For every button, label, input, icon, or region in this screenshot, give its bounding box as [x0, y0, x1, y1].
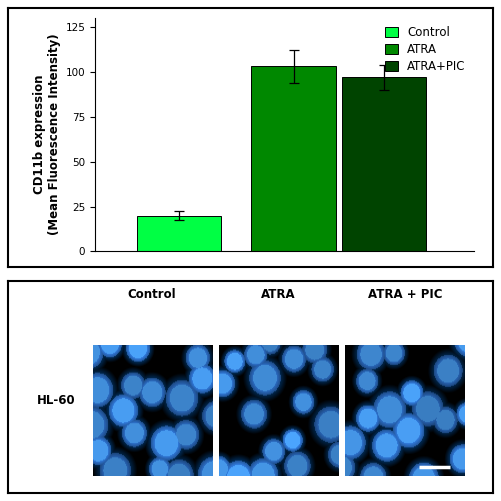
Text: Control: Control	[128, 288, 176, 301]
Text: ATRA + PIC: ATRA + PIC	[368, 288, 442, 301]
Text: ATRA: ATRA	[261, 288, 296, 301]
Text: HL-60: HL-60	[37, 394, 76, 407]
